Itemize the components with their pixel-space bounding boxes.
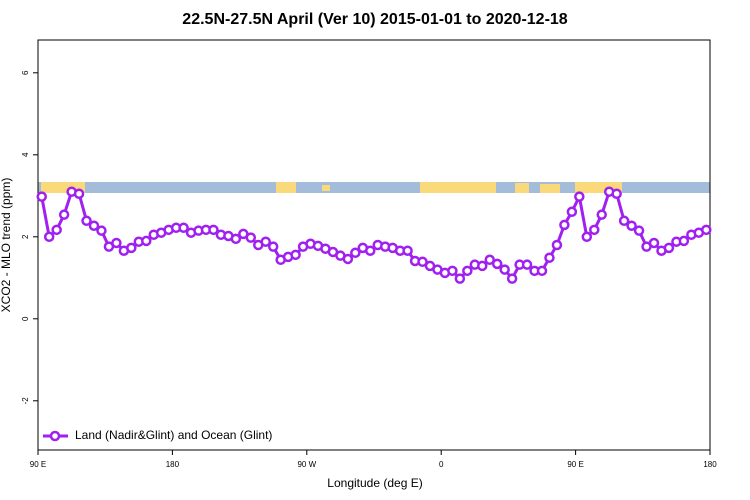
y-axis-label: XCO2 - MLO trend (ppm) (0, 178, 13, 313)
point (51, 224, 62, 236)
point (506, 273, 518, 284)
point (454, 273, 466, 284)
x-tick-label: 90 E (567, 460, 583, 469)
point (566, 206, 578, 218)
point (81, 215, 92, 227)
point (260, 236, 271, 247)
point (678, 235, 690, 247)
point (648, 237, 660, 249)
x-tick-label: 180 (166, 460, 180, 469)
plot-frame (37, 39, 711, 451)
point (611, 188, 622, 199)
point (88, 220, 100, 231)
point (447, 265, 458, 277)
point (342, 253, 354, 265)
point (290, 249, 301, 261)
point (536, 265, 548, 277)
point (633, 225, 645, 236)
point (73, 188, 85, 199)
point (499, 264, 510, 275)
y-tick-label: -2 (21, 397, 30, 405)
point (126, 242, 137, 254)
point (589, 224, 600, 236)
y-tick-label: 0 (21, 316, 30, 321)
point (484, 254, 495, 266)
point (267, 241, 279, 252)
x-tick-label: 180 (703, 460, 717, 469)
map-strip (38, 182, 710, 193)
point (701, 224, 712, 236)
point (491, 258, 503, 270)
point (559, 219, 570, 231)
point (581, 231, 593, 243)
point (96, 225, 107, 236)
x-axis-label: Longitude (deg E) (327, 476, 422, 490)
point (350, 247, 361, 259)
point (208, 224, 219, 236)
point (663, 242, 675, 254)
point (626, 220, 637, 231)
chart-title: 22.5N-27.5N April (Ver 10) 2015-01-01 to… (182, 11, 568, 28)
x-tick-label: 0 (439, 460, 444, 469)
point (477, 260, 488, 272)
point (596, 209, 607, 220)
y-tick-label: 4 (21, 152, 30, 157)
point (521, 259, 533, 270)
legend-label: Land (Nadir&Glint) and Ocean (Glint) (75, 428, 272, 442)
point (36, 191, 47, 202)
y-tick-label: 6 (21, 70, 30, 75)
point (365, 245, 376, 256)
point (111, 237, 122, 249)
y-tick-label: 2 (21, 234, 30, 239)
point (402, 245, 413, 256)
point (618, 215, 630, 227)
x-tick-label: 90 E (30, 460, 46, 469)
point (178, 222, 189, 234)
legend-marker (49, 430, 61, 442)
point (43, 231, 55, 243)
point (245, 232, 257, 243)
point (544, 252, 555, 263)
point (230, 233, 242, 245)
point (462, 265, 473, 277)
point (574, 191, 585, 202)
point (417, 256, 428, 268)
point (141, 235, 152, 247)
x-tick-label: 90 W (297, 460, 316, 469)
point (551, 239, 563, 251)
series-line (40, 189, 707, 282)
point (58, 209, 70, 220)
